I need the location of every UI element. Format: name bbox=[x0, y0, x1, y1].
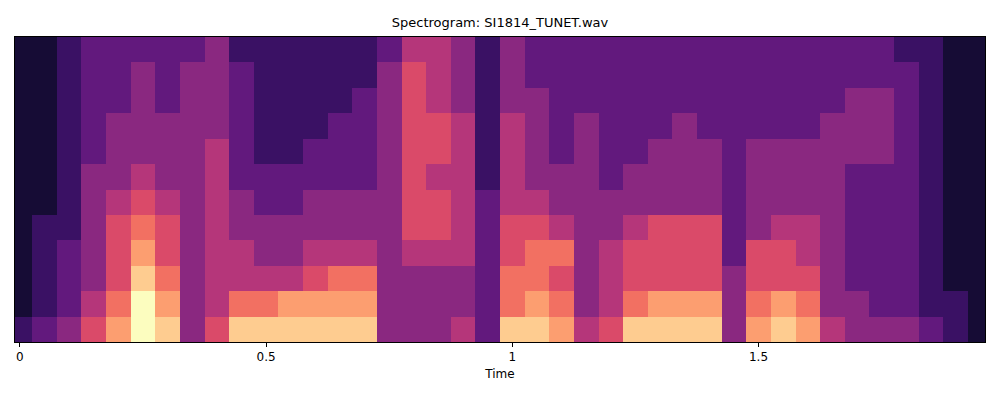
svg-text:Time: Time bbox=[484, 367, 514, 381]
svg-text:Spectrogram: SI1814_TUNET.wav: Spectrogram: SI1814_TUNET.wav bbox=[392, 15, 609, 30]
svg-text:0.5: 0.5 bbox=[257, 350, 276, 364]
svg-text:1.5: 1.5 bbox=[749, 350, 768, 364]
svg-text:0: 0 bbox=[16, 350, 24, 364]
svg-text:1: 1 bbox=[508, 350, 516, 364]
